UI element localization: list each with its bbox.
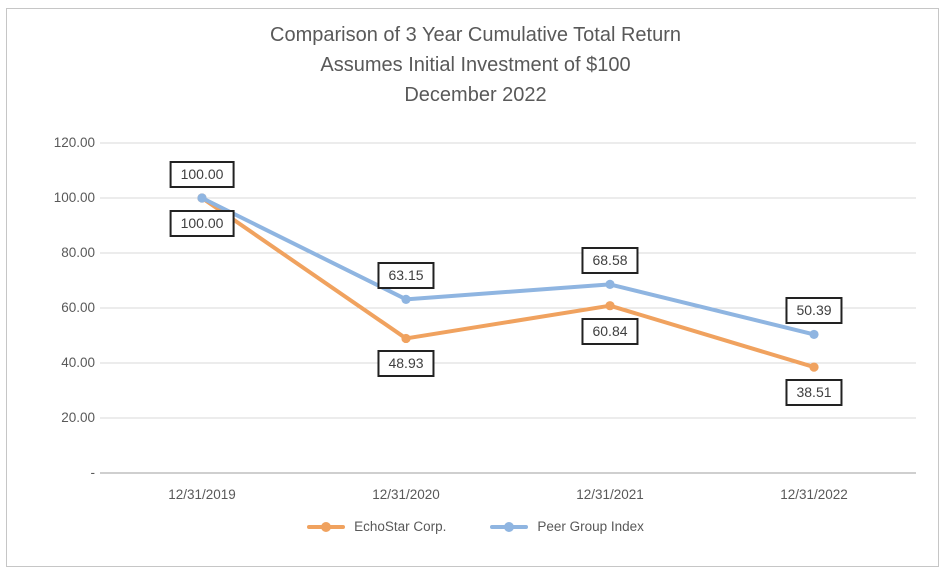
legend-line-marker-icon [307, 521, 346, 532]
data-point-peer-group-index [401, 294, 411, 304]
data-label-box: 50.39 [785, 297, 843, 325]
data-point-peer-group-index [197, 193, 207, 203]
chart-title-line-1: Comparison of 3 Year Cumulative Total Re… [270, 24, 681, 46]
series-line-echostar-corp [200, 196, 816, 370]
data-point-peer-group-index [809, 329, 819, 340]
legend-item-peer-group-index: Peer Group Index [490, 519, 644, 534]
x-axis-tick-label: 12/31/2021 [576, 487, 644, 502]
data-label-box: 60.84 [581, 317, 639, 345]
x-axis-tick-label: 12/31/2019 [168, 487, 236, 502]
series-line-peer-group-index [200, 196, 816, 337]
data-label-box: 63.15 [377, 262, 435, 290]
data-label-box: 38.51 [785, 379, 843, 407]
data-label-box: 48.93 [377, 350, 435, 378]
y-axis-tick-label: 40.00 [61, 355, 95, 370]
chart-title: Comparison of 3 Year Cumulative Total Re… [0, 20, 951, 110]
data-label-box: 68.58 [581, 247, 639, 275]
data-point-echostar-corp [401, 333, 411, 344]
chart-frame [6, 8, 939, 567]
y-axis-tick-label: - [90, 465, 96, 480]
y-axis-tick-label: 20.00 [61, 410, 95, 425]
data-label-box: 100.00 [169, 161, 235, 188]
data-point-echostar-corp [605, 301, 615, 311]
legend: EchoStar Corp. Peer Group Index [0, 519, 951, 534]
data-label-box: 100.00 [169, 210, 235, 237]
data-point-peer-group-index [605, 279, 615, 290]
legend-label: Peer Group Index [537, 519, 644, 534]
legend-item-echostar-corp: EchoStar Corp. [307, 519, 446, 534]
y-axis-tick-label: 100.00 [53, 190, 95, 205]
legend-line-marker-icon [490, 521, 529, 532]
data-point-echostar-corp [809, 362, 819, 372]
legend-label: EchoStar Corp. [354, 519, 447, 534]
y-axis-tick-label: 120.00 [53, 135, 95, 150]
x-axis-tick-label: 12/31/2020 [372, 487, 440, 502]
x-axis-tick-label: 12/31/2022 [780, 487, 848, 502]
chart-title-line-2: Assumes Initial Investment of $100 [320, 54, 631, 76]
chart-title-line-3: December 2022 [404, 84, 547, 106]
y-axis-tick-label: 80.00 [61, 245, 95, 260]
y-axis-tick-label: 60.00 [61, 300, 95, 315]
